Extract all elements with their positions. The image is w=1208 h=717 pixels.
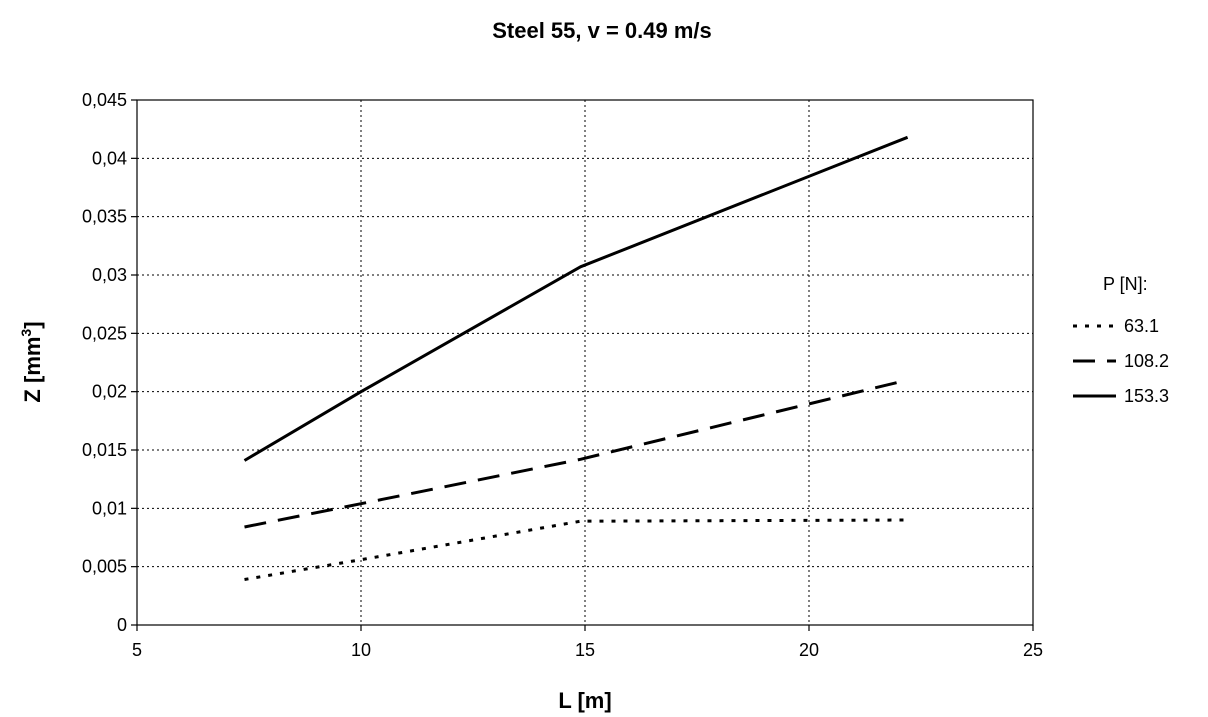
y-tick-label: 0,015 [82, 440, 127, 460]
y-axis-label-main: Z [mm [20, 337, 45, 403]
y-tick-label: 0,035 [82, 207, 127, 227]
y-tick-label: 0,04 [92, 148, 127, 168]
legend: P [N]: 63.1 108.2 153.3 [1073, 274, 1169, 406]
y-tick-label: 0,025 [82, 323, 127, 343]
series-line-108.2 [244, 378, 908, 529]
x-tick-label: 5 [132, 640, 142, 660]
y-tick-label: 0,005 [82, 557, 127, 577]
legend-label-63.1: 63.1 [1124, 316, 1159, 336]
y-tick-label: 0,02 [92, 382, 127, 402]
series-layer [243, 135, 909, 581]
x-tick-label: 20 [799, 640, 819, 660]
y-axis-label: Z [mm3] [18, 321, 45, 402]
x-tick-label: 15 [575, 640, 595, 660]
y-tick-label: 0 [117, 615, 127, 635]
x-tick-label: 25 [1023, 640, 1043, 660]
x-tick-label: 10 [351, 640, 371, 660]
y-tick-label: 0,03 [92, 265, 127, 285]
y-axis: 0 0,005 0,01 0,015 0,02 0,025 0,03 0,035 0,04 0,0… [82, 90, 137, 635]
series-line-153.3 [243, 135, 909, 462]
x-axis: 5 10 15 20 25 [132, 625, 1043, 660]
x-axis-label: L [m] [558, 688, 611, 713]
series-line-63.1 [244, 518, 908, 581]
legend-label-108.2: 108.2 [1124, 351, 1169, 371]
y-tick-label: 0,045 [82, 90, 127, 110]
chart-title: Steel 55, v = 0.49 m/s [492, 18, 712, 43]
y-axis-label-exponent: 3 [18, 329, 34, 337]
legend-title: P [N]: [1103, 274, 1148, 294]
grid [137, 100, 1033, 625]
y-axis-label-close: ] [20, 321, 45, 328]
legend-label-153.3: 153.3 [1124, 386, 1169, 406]
y-tick-label: 0,01 [92, 498, 127, 518]
plot-area [137, 100, 1033, 625]
